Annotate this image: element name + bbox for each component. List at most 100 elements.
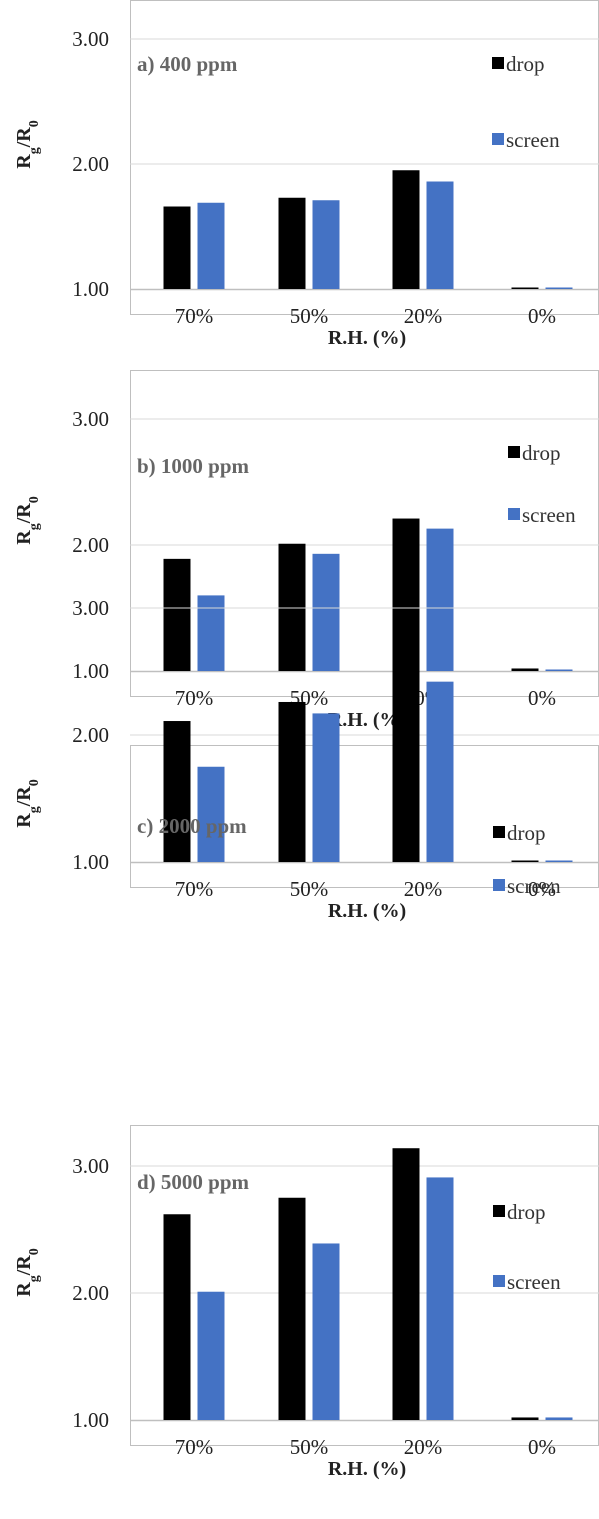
bar-screen-50pct	[312, 1243, 340, 1420]
bar-drop-50pct	[278, 1197, 306, 1420]
legend-label-screen: screen	[507, 874, 561, 898]
legend-swatch-drop	[493, 1205, 505, 1217]
y-axis-title-part: 0	[27, 120, 42, 127]
y-tick-label: 2.00	[72, 152, 109, 176]
y-axis-title-part: g	[27, 523, 42, 530]
bar-screen-0pct	[545, 1417, 573, 1420]
y-axis-title-part: g	[27, 806, 42, 813]
bar-drop-50pct	[278, 701, 306, 862]
y-tick-label: 2.00	[72, 723, 109, 747]
x-tick-label: 20%	[404, 304, 443, 328]
bar-drop-50pct	[278, 543, 306, 671]
bar-drop-70pct	[163, 1214, 191, 1420]
y-tick-label: 1.00	[72, 277, 109, 301]
bar-screen-20pct	[426, 181, 454, 289]
bar-screen-50pct	[312, 200, 340, 289]
bar-screen-70pct	[197, 202, 225, 289]
legend-swatch-screen	[493, 879, 505, 891]
bar-drop-20pct	[392, 518, 420, 671]
x-tick-label: 70%	[175, 1435, 214, 1459]
x-tick-label: 70%	[175, 304, 214, 328]
legend-label-drop: drop	[522, 441, 561, 465]
bar-drop-70pct	[163, 206, 191, 289]
y-axis-title-part: 0	[27, 1248, 42, 1255]
y-axis-title-part: /R	[13, 503, 35, 525]
y-tick-label: 3.00	[72, 407, 109, 431]
legend-label-screen: screen	[522, 503, 576, 527]
x-axis-title: R.H. (%)	[328, 709, 406, 731]
legend-label-drop: drop	[507, 821, 546, 845]
bar-drop-20pct	[392, 170, 420, 289]
bar-drop-70pct	[163, 721, 191, 862]
y-tick-label: 1.00	[72, 1408, 109, 1432]
legend-swatch-screen	[508, 508, 520, 520]
y-axis-title-part: /R	[13, 1255, 35, 1277]
chart-panel-4: 1.00 2.00 3.00 70% 50% 20% 0% R.H. (%) Rg/R0 d) 5…	[13, 1125, 599, 1480]
y-tick-label: 1.00	[72, 659, 109, 683]
x-tick-label: 70%	[175, 686, 214, 710]
x-tick-label: 50%	[290, 304, 329, 328]
x-axis-title: R.H. (%)	[328, 1458, 406, 1480]
bar-screen-0pct	[545, 287, 573, 289]
panel-title: b) 1000 ppm	[137, 454, 250, 478]
y-axis-title-part: 0	[27, 496, 42, 503]
legend-swatch-drop	[508, 446, 520, 458]
x-tick-label: 0%	[528, 686, 556, 710]
y-tick-label: 3.00	[72, 27, 109, 51]
bar-screen-50pct	[312, 553, 340, 671]
y-axis-title-part: R	[13, 154, 35, 169]
bar-screen-20pct	[426, 681, 454, 862]
legend-swatch-screen	[492, 133, 504, 145]
y-axis-title: Rg/R0	[13, 1248, 42, 1296]
x-tick-label: 50%	[290, 1435, 329, 1459]
legend-label-screen: screen	[507, 1270, 561, 1294]
y-axis-title-part: g	[27, 147, 42, 154]
y-axis-title-part: R	[13, 530, 35, 545]
bar-screen-20pct	[426, 1177, 454, 1420]
bar-drop-0pct	[511, 287, 539, 289]
panel-title: a) 400 ppm	[137, 52, 238, 76]
legend-swatch-screen	[493, 1275, 505, 1287]
y-tick-label: 2.00	[72, 533, 109, 557]
legend-label-drop: drop	[507, 1200, 546, 1224]
y-axis-title: Rg/R0	[13, 779, 42, 827]
bar-screen-70pct	[197, 766, 225, 862]
y-tick-label: 3.00	[72, 596, 109, 620]
y-axis-title-part: /R	[13, 127, 35, 149]
y-tick-label: 2.00	[72, 1281, 109, 1305]
x-tick-label: 0%	[528, 1435, 556, 1459]
x-axis-title: R.H. (%)	[328, 900, 406, 922]
y-axis-title: Rg/R0	[13, 496, 42, 544]
y-axis-title-part: /R	[13, 786, 35, 808]
bar-drop-50pct	[278, 197, 306, 289]
legend-label-screen: screen	[506, 128, 560, 152]
y-tick-label: 3.00	[72, 1154, 109, 1178]
bar-screen-20pct	[426, 528, 454, 671]
bar-screen-0pct	[545, 860, 573, 862]
bar-screen-0pct	[545, 669, 573, 671]
y-tick-label: 1.00	[72, 850, 109, 874]
y-axis-title-part: R	[13, 1282, 35, 1297]
legend-label-drop: drop	[506, 52, 545, 76]
bar-drop-0pct	[511, 668, 539, 671]
x-axis-title: R.H. (%)	[328, 327, 406, 349]
x-tick-label: 70%	[175, 877, 214, 901]
panel-title: c) 2000 ppm	[137, 814, 247, 838]
bar-screen-70pct	[197, 595, 225, 671]
bar-screen-50pct	[312, 713, 340, 862]
x-tick-label: 50%	[290, 877, 329, 901]
bar-drop-20pct	[392, 662, 420, 862]
x-tick-label: 0%	[528, 304, 556, 328]
legend-swatch-drop	[493, 826, 505, 838]
bar-drop-0pct	[511, 860, 539, 862]
legend-swatch-drop	[492, 57, 504, 69]
bar-drop-20pct	[392, 1148, 420, 1420]
panel-title: d) 5000 ppm	[137, 1170, 250, 1194]
x-tick-label: 20%	[404, 877, 443, 901]
y-axis-title-part: R	[13, 813, 35, 828]
chart-panel-1: 1.00 2.00 3.00 70% 50% 20% 0% R.H. (%) Rg/R0 a) 4…	[13, 0, 599, 349]
bar-drop-0pct	[511, 1417, 539, 1420]
x-tick-label: 20%	[404, 1435, 443, 1459]
